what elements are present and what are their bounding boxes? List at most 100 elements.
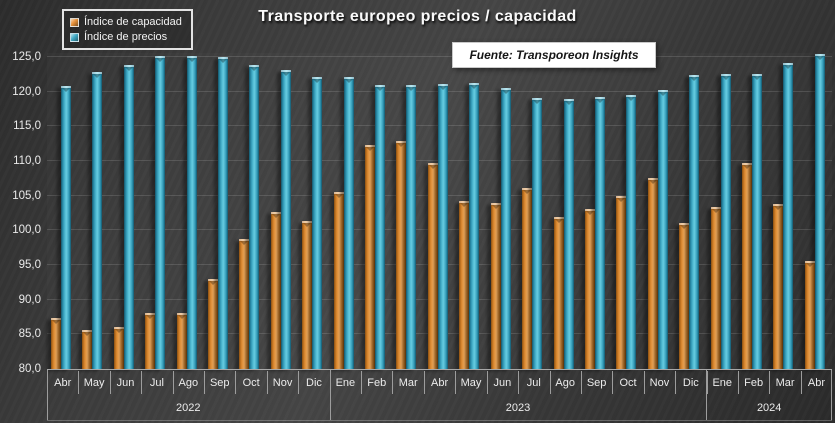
price-bar xyxy=(657,90,668,369)
month-label-cell: Jul xyxy=(518,370,549,395)
bar-group xyxy=(141,53,172,369)
bar-group xyxy=(204,53,235,369)
bar-group xyxy=(769,53,800,369)
price-bar xyxy=(375,84,386,369)
capacity-bar xyxy=(208,278,219,369)
month-label-cell: Ago xyxy=(549,370,581,395)
month-label: Mar xyxy=(398,376,418,389)
month-label: Jul xyxy=(149,376,164,389)
bar-group xyxy=(110,53,141,369)
month-label: Feb xyxy=(367,376,387,389)
month-label: May xyxy=(83,376,105,389)
y-tick-label: 90,0 xyxy=(18,293,41,306)
price-bar xyxy=(626,94,637,369)
price-bar xyxy=(720,74,731,369)
bar-group xyxy=(361,53,392,369)
month-label-cell: Oct xyxy=(235,370,266,395)
price-bar xyxy=(500,87,511,369)
year-label-cell: 2024 xyxy=(706,395,832,421)
year-label: 2022 xyxy=(176,402,201,414)
bar-group xyxy=(612,53,643,369)
month-label: Ago xyxy=(178,376,199,389)
year-separator-line xyxy=(706,370,708,420)
price-bar xyxy=(249,65,260,369)
gridline xyxy=(47,56,832,58)
y-tick-label: 110,0 xyxy=(13,155,41,168)
price-bar xyxy=(280,70,291,369)
price-bar xyxy=(218,57,229,369)
bar-group xyxy=(707,53,738,369)
y-tick-label: 105,0 xyxy=(12,189,41,202)
capacity-bar xyxy=(365,145,376,369)
capacity-bar xyxy=(396,141,407,369)
capacity-bar xyxy=(82,330,93,369)
capacity-bar xyxy=(302,221,313,369)
month-label-cell: May xyxy=(455,370,486,395)
month-label: Feb xyxy=(744,376,764,389)
price-bar xyxy=(123,64,134,369)
capacity-bar xyxy=(333,191,344,369)
legend-box: Índice de capacidad Índice de precios xyxy=(62,9,193,50)
price-bar xyxy=(312,76,323,369)
month-label-cell: Abr xyxy=(800,370,832,395)
x-axis: Abr May Jun Jul Ago Sep Oct Nov Dic Ene Feb Mar Abr M… xyxy=(47,369,832,421)
month-label: Ene xyxy=(712,376,733,389)
y-tick-label: 95,0 xyxy=(18,259,41,272)
month-label: Dic xyxy=(682,376,699,389)
month-label: Nov xyxy=(272,376,293,389)
legend-label: Índice de capacidad xyxy=(84,16,182,28)
year-separator-line xyxy=(329,370,331,420)
bar-group xyxy=(518,53,549,369)
price-bar xyxy=(751,73,762,369)
capacity-bar xyxy=(270,212,281,369)
year-label-cell: 2023 xyxy=(330,395,707,421)
capacity-bar xyxy=(176,312,187,369)
month-label-cell: May xyxy=(78,370,109,395)
month-label-cell: Abr xyxy=(47,370,78,395)
month-label: May xyxy=(460,376,482,389)
year-separator-line xyxy=(831,370,832,420)
month-label-cell: Dic xyxy=(298,370,329,395)
month-label: Ago xyxy=(555,376,575,389)
bar-group xyxy=(78,53,109,369)
bar-group xyxy=(738,53,769,369)
legend-label: Índice de precios xyxy=(84,31,168,43)
legend-item-capacidad: Índice de capacidad xyxy=(70,16,185,28)
month-label: Jun xyxy=(116,376,135,389)
month-labels-row: Abr May Jun Jul Ago Sep Oct Nov Dic Ene Feb Mar Abr M… xyxy=(47,370,832,395)
y-tick-label: 80,0 xyxy=(18,363,41,375)
month-label: Oct xyxy=(242,376,260,389)
capacity-bar xyxy=(522,188,533,369)
year-label-cell: 2022 xyxy=(47,395,330,421)
month-label: Dic xyxy=(306,376,322,389)
bar-group xyxy=(330,53,361,369)
month-label-cell: Oct xyxy=(612,370,643,395)
bar-group xyxy=(455,53,486,369)
price-bar xyxy=(814,54,825,369)
capacity-bar xyxy=(679,223,690,369)
source-box: Fuente: Transporeon Insights xyxy=(452,42,656,68)
month-label: Sep xyxy=(586,376,607,389)
price-bar xyxy=(437,83,448,369)
bar-group xyxy=(298,53,329,369)
price-bar xyxy=(61,86,71,369)
bar-group xyxy=(644,53,675,369)
month-label-cell: Jun xyxy=(109,370,141,395)
price-bar xyxy=(532,98,543,369)
month-label: Oct xyxy=(619,376,637,389)
year-label: 2024 xyxy=(756,402,782,414)
y-tick-label: 115,0 xyxy=(13,120,41,133)
bar-group xyxy=(675,53,706,369)
y-tick-label: 120,0 xyxy=(12,85,41,98)
month-label: Abr xyxy=(54,376,72,389)
price-bar xyxy=(155,56,166,369)
capacity-bar xyxy=(773,204,784,369)
month-label-cell: Dic xyxy=(675,370,706,395)
capacity-bar xyxy=(490,203,501,369)
capacity-bar xyxy=(710,206,721,369)
bar-group xyxy=(550,53,581,369)
month-label: Abr xyxy=(807,376,826,389)
precios-swatch-icon xyxy=(70,32,79,42)
month-label-cell: Jun xyxy=(486,370,518,395)
